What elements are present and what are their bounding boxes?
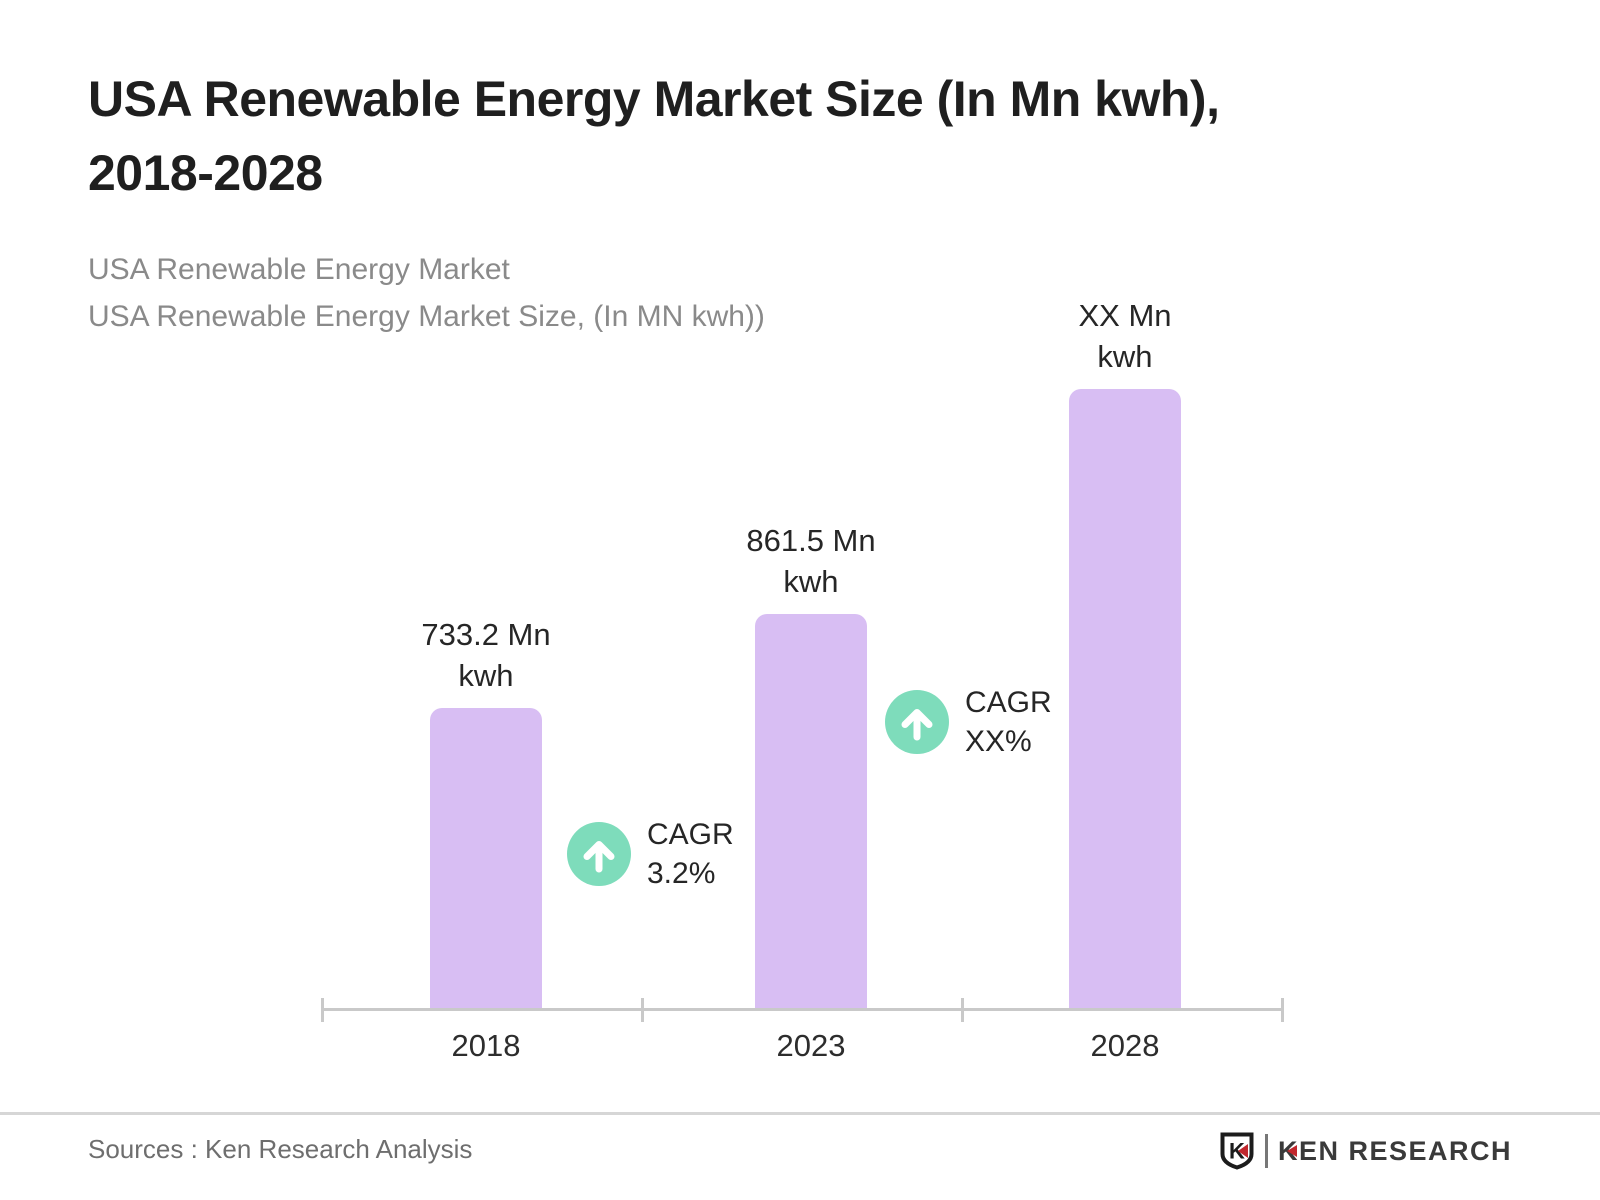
x-axis-tick xyxy=(961,998,964,1022)
bar-value-label: XX Mn kwh xyxy=(985,295,1265,377)
bar-value-line-2: kwh xyxy=(458,658,514,693)
bar-value-line-1: XX Mn xyxy=(1078,298,1172,333)
ken-research-shield-icon: K xyxy=(1220,1132,1254,1170)
shield-letter: K xyxy=(1229,1139,1245,1164)
logo-red-triangle-icon xyxy=(1286,1144,1297,1157)
cagr-label-line-1: CAGR xyxy=(647,818,734,851)
chart-subtitle: USA Renewable Energy Market USA Renewabl… xyxy=(88,246,765,340)
cagr-annotation-2: CAGR XX% xyxy=(885,683,1052,761)
cagr-label: CAGR 3.2% xyxy=(647,815,734,893)
bar xyxy=(430,708,542,1010)
cagr-label-line-2: 3.2% xyxy=(647,857,716,890)
cagr-label: CAGR XX% xyxy=(965,683,1052,761)
x-axis-tick xyxy=(641,998,644,1022)
x-axis-tick xyxy=(1281,998,1284,1022)
chart-subtitle-line-1: USA Renewable Energy Market xyxy=(88,253,510,286)
bar-value-label: 733.2 Mn kwh xyxy=(346,614,626,696)
up-arrow-icon xyxy=(567,822,631,886)
shield-red-triangle xyxy=(1237,1144,1248,1158)
bar xyxy=(755,614,867,1010)
bar-value-line-2: kwh xyxy=(783,564,839,599)
bar-value-label: 861.5 Mn kwh xyxy=(671,520,951,602)
cagr-label-line-1: CAGR xyxy=(965,686,1052,719)
bar-value-line-1: 861.5 Mn xyxy=(746,523,876,558)
up-arrow-icon xyxy=(885,690,949,754)
ken-research-logo: K KEN RESEARCH xyxy=(1219,1130,1512,1172)
bar xyxy=(1069,389,1181,1010)
chart-title-line-2: 2018-2028 xyxy=(88,145,323,201)
cagr-label-line-2: XX% xyxy=(965,725,1032,758)
logo-separator xyxy=(1264,1134,1268,1168)
source-note: Sources : Ken Research Analysis xyxy=(88,1134,473,1164)
x-axis-label-2028: 2028 xyxy=(1090,1028,1160,1063)
logo-wordmark-text: KEN RESEARCH xyxy=(1277,1135,1512,1166)
x-axis-label-2023: 2023 xyxy=(776,1028,846,1063)
x-axis-tick xyxy=(321,998,324,1022)
bar-value-line-1: 733.2 Mn xyxy=(421,617,551,652)
bar-value-line-2: kwh xyxy=(1097,339,1153,374)
logo-wordmark: KEN RESEARCH xyxy=(1278,1136,1512,1167)
chart-title-line-1: USA Renewable Energy Market Size (In Mn … xyxy=(88,71,1220,127)
cagr-annotation-1: CAGR 3.2% xyxy=(567,815,734,893)
x-axis-line xyxy=(321,1008,1284,1011)
chart-title: USA Renewable Energy Market Size (In Mn … xyxy=(88,62,1220,210)
x-axis-label-2018: 2018 xyxy=(451,1028,521,1063)
chart-subtitle-line-2: USA Renewable Energy Market Size, (In MN… xyxy=(88,300,765,333)
footer-divider xyxy=(0,1112,1600,1115)
